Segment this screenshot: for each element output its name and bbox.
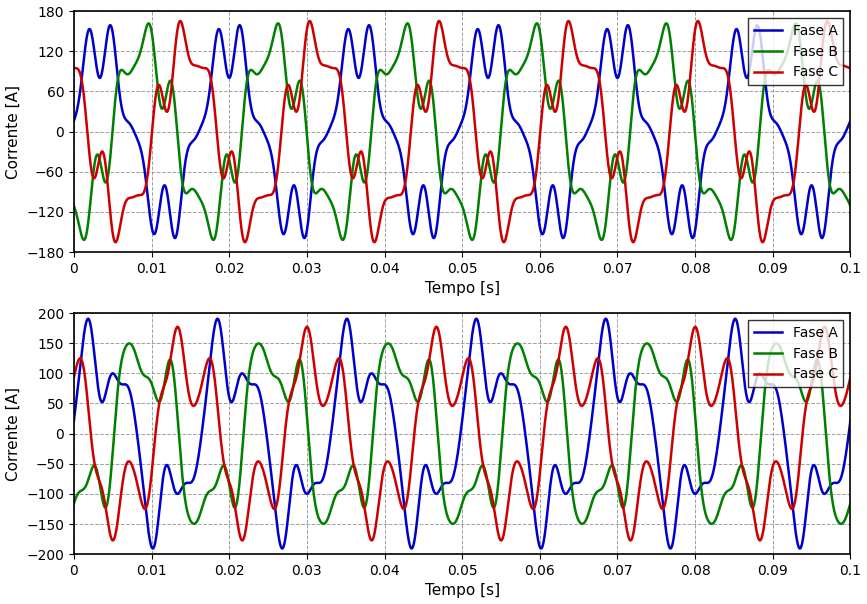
Y-axis label: Corrente [A]: Corrente [A]: [5, 85, 21, 179]
Fase A: [817, 234, 827, 242]
X-axis label: Tempo [s]: Tempo [s]: [425, 281, 499, 297]
Fase C: [562, 326, 572, 333]
Fase B: [644, 66, 655, 74]
Fase B: [563, 152, 573, 159]
Line: Fase B: Fase B: [74, 344, 851, 524]
Fase A: [562, 489, 572, 496]
X-axis label: Tempo [s]: Tempo [s]: [425, 583, 499, 599]
Fase A: [686, 483, 696, 490]
Fase B: [771, 340, 781, 347]
Fase C: [686, 62, 696, 69]
Line: Fase C: Fase C: [74, 327, 851, 541]
Fase C: [845, 65, 856, 72]
Fase B: [845, 500, 856, 507]
Line: Fase C: Fase C: [74, 21, 851, 242]
Fase A: [845, 117, 856, 124]
Fase C: [686, 336, 696, 344]
Legend: Fase A, Fase B, Fase C: Fase A, Fase B, Fase C: [748, 320, 844, 387]
Fase A: [364, 22, 375, 29]
Y-axis label: Corrente [A]: Corrente [A]: [6, 387, 21, 481]
Fase C: [644, 194, 655, 201]
Fase B: [531, 20, 542, 27]
Fase C: [350, 170, 361, 177]
Fase A: [528, 172, 538, 179]
Fase B: [562, 434, 572, 442]
Fase B: [528, 28, 538, 35]
Fase B: [350, 152, 361, 159]
Fase A: [68, 117, 79, 124]
Fase A: [68, 417, 79, 424]
Fase C: [628, 239, 638, 246]
Line: Fase A: Fase A: [74, 25, 851, 238]
Fase A: [562, 214, 572, 222]
Fase B: [644, 342, 655, 349]
Fase C: [528, 505, 538, 512]
Fase B: [108, 445, 118, 452]
Fase B: [845, 202, 856, 210]
Fase C: [690, 323, 701, 330]
Fase C: [68, 373, 79, 381]
Fase B: [68, 500, 79, 507]
Fase B: [686, 90, 696, 97]
Fase B: [208, 236, 218, 243]
Fase C: [845, 373, 856, 381]
Legend: Fase A, Fase B, Fase C: Fase A, Fase B, Fase C: [748, 18, 844, 85]
Fase C: [562, 19, 572, 26]
Fase C: [237, 537, 247, 544]
Fase A: [686, 232, 696, 239]
Fase A: [108, 370, 118, 377]
Fase A: [795, 545, 805, 552]
Fase C: [644, 462, 655, 469]
Fase A: [528, 501, 538, 509]
Line: Fase A: Fase A: [74, 319, 851, 548]
Fase B: [68, 202, 79, 210]
Line: Fase B: Fase B: [74, 24, 851, 240]
Fase C: [68, 65, 79, 72]
Fase A: [108, 31, 118, 38]
Fase A: [644, 124, 655, 131]
Fase A: [342, 315, 352, 323]
Fase A: [350, 370, 361, 377]
Fase A: [350, 61, 361, 68]
Fase B: [528, 373, 538, 380]
Fase A: [845, 417, 856, 424]
Fase B: [108, 122, 118, 129]
Fase B: [686, 369, 696, 376]
Fase C: [528, 185, 538, 192]
Fase C: [350, 468, 361, 475]
Fase C: [108, 537, 118, 544]
Fase A: [644, 397, 655, 405]
Fase C: [175, 18, 186, 25]
Fase B: [350, 464, 361, 472]
Fase C: [108, 231, 118, 239]
Fase B: [447, 520, 458, 527]
